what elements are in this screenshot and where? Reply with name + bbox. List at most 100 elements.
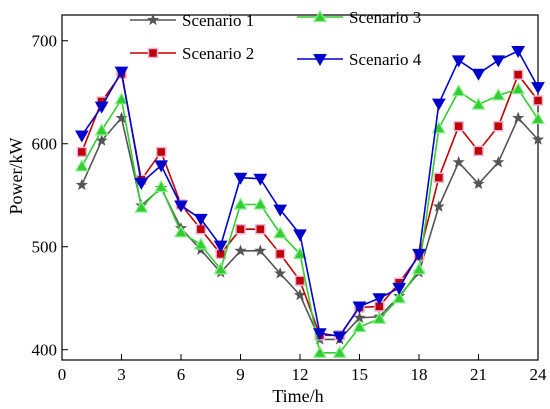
series-1-point-23: [512, 111, 525, 124]
series-3-point-2: [94, 123, 109, 136]
series-4-point-10: [253, 173, 268, 186]
series-2-point-21: [473, 145, 484, 157]
series-1-point-19: [432, 200, 445, 212]
series-3-point-8: [213, 262, 228, 275]
series-1-point-11: [274, 267, 287, 279]
series-3-point-3: [114, 92, 129, 105]
series-4-point-17: [392, 282, 407, 295]
legend-marker-2: [147, 47, 159, 59]
x-tick-label-1: 3: [117, 365, 126, 384]
series-3-point-5: [154, 179, 169, 193]
series-4-point-6: [174, 200, 188, 213]
series-3-point-15: [352, 319, 367, 333]
legend-entry-4: Scenario 4: [297, 50, 422, 69]
series-2-point-10: [255, 223, 266, 235]
plot-frame: [61, 14, 539, 361]
legend-marker-3: [312, 9, 328, 23]
series-1-point-9: [234, 244, 247, 256]
x-tick-label-3: 9: [236, 365, 245, 384]
series-4-point-19: [431, 98, 446, 111]
legend-label-4: Scenario 4: [349, 50, 422, 69]
series-3-point-14: [332, 345, 347, 358]
x-tick-label-5: 15: [351, 365, 368, 384]
legend-entry-1: Scenario 1: [130, 11, 254, 30]
series-3-point-21: [471, 97, 486, 110]
series-3-point-6: [173, 225, 189, 238]
series-3-point-20: [451, 83, 466, 97]
series-4-point-20: [451, 55, 466, 68]
series-4-point-1: [74, 130, 89, 143]
series-2-point-20: [453, 120, 464, 132]
series-4-point-8: [213, 240, 228, 253]
series-4-line: [81, 49, 539, 338]
series-3-point-18: [411, 262, 427, 275]
x-tick-label-8: 24: [530, 365, 548, 384]
series-4-point-21: [471, 68, 486, 81]
tick-labels: 0 3 6 9 12 15 18 21 24 400 500 600 700: [32, 32, 548, 384]
series-4-point-4: [134, 177, 149, 190]
series-2-point-22: [493, 120, 504, 132]
y-tick-label-0: 400: [32, 341, 58, 360]
series-4-point-12: [293, 229, 307, 242]
legend-label-1: Scenario 1: [182, 11, 254, 30]
x-tick-label-4: 12: [292, 365, 309, 384]
series-3-point-16: [372, 311, 387, 324]
series-1-point-22: [492, 155, 505, 168]
legend-label-2: Scenario 2: [182, 44, 254, 63]
series-4-point-22: [491, 55, 506, 68]
legend-label-3: Scenario 3: [349, 8, 421, 27]
series-4-point-13: [312, 328, 327, 341]
series-4: [74, 46, 545, 344]
series-3-point-24: [530, 111, 546, 125]
series-4-point-24: [531, 82, 545, 95]
series-4-point-3: [114, 66, 129, 79]
legend-marker-4: [313, 54, 327, 67]
series-4-point-14: [332, 331, 347, 344]
series-4-point-23: [511, 46, 526, 59]
legend: Scenario 1 Scenario 2 Scenario 3 Scenario 4: [130, 8, 422, 69]
series-4-point-2: [94, 101, 109, 114]
series-3-point-9: [233, 197, 248, 210]
series-1-point-21: [472, 177, 485, 190]
y-tick-label-2: 600: [32, 135, 58, 154]
series-3-point-11: [273, 226, 288, 239]
series-1-point-3: [115, 111, 128, 124]
series-2-point-23: [512, 69, 524, 80]
series-layer: [74, 46, 546, 358]
series-2-point-11: [274, 248, 286, 260]
series-3-line: [81, 88, 539, 354]
series-1-point-20: [452, 155, 465, 168]
legend-marker-1: [146, 13, 160, 26]
series-3-point-7: [193, 237, 208, 250]
series-2-point-9: [235, 223, 246, 235]
legend-entry-3: Scenario 3: [297, 8, 421, 27]
series-3-point-10: [253, 197, 268, 210]
series-2-line: [81, 71, 539, 337]
series-1-point-10: [254, 244, 267, 256]
series-3-point-22: [491, 88, 506, 101]
axes: [61, 14, 539, 361]
series-2-point-19: [433, 172, 445, 183]
x-tick-label-0: 0: [58, 365, 67, 384]
series-4-point-18: [412, 248, 426, 261]
series-2-point-7: [195, 223, 207, 235]
series-4-point-5: [154, 160, 169, 173]
series-4-point-15: [352, 301, 367, 314]
x-axis-title: Time/h: [272, 386, 323, 406]
series-2-point-1: [76, 146, 88, 158]
series-3: [74, 81, 546, 358]
series-1-point-24: [531, 133, 545, 145]
series-3-point-13: [312, 345, 327, 358]
x-tick-label-6: 18: [411, 365, 428, 384]
legend-entry-2: Scenario 2: [130, 44, 254, 63]
y-axis-title: Power/kW: [6, 137, 26, 214]
series-3-point-17: [392, 290, 407, 304]
x-tick-label-7: 21: [470, 365, 487, 384]
y-tick-label-3: 700: [32, 32, 58, 51]
series-3-point-23: [511, 81, 526, 95]
series-2-point-12: [294, 275, 306, 286]
series-1-point-1: [75, 178, 88, 191]
y-tick-label-1: 500: [32, 238, 58, 257]
series-4-point-16: [372, 293, 387, 306]
